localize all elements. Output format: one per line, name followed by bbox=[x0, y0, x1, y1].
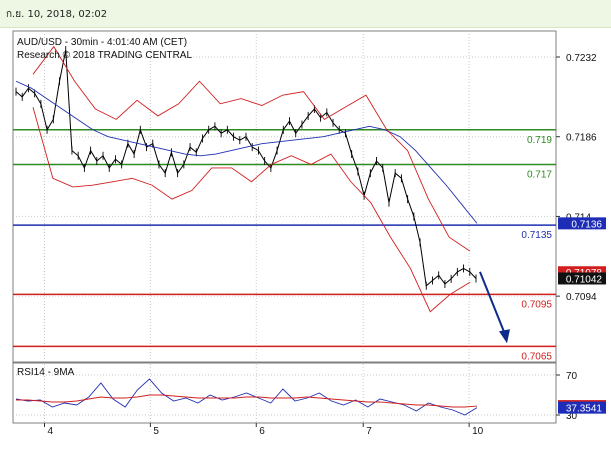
chart-title: AUD/USD - 30min - 4:01:40 AM (CET) bbox=[17, 37, 187, 48]
level-label: 0.717 bbox=[527, 169, 552, 180]
chart-subtitle: Research © 2018 TRADING CENTRAL bbox=[17, 50, 192, 61]
chart-info: AUD/USD - 30min - 4:01:40 AM (CET) Resea… bbox=[17, 37, 192, 378]
x-tick-label: 6 bbox=[259, 426, 265, 437]
price-badge: 0.71042 bbox=[566, 274, 603, 285]
grid bbox=[13, 31, 556, 423]
rsi-title: RSI14 - 9MA bbox=[17, 367, 75, 378]
price-badge: 0.7136 bbox=[571, 219, 602, 230]
rsi-badge-bg bbox=[558, 401, 606, 414]
rsi-layer bbox=[15, 378, 478, 416]
timestamp-bar: ก.ย. 10, 2018, 02:02 bbox=[0, 0, 611, 28]
rsi-plot-frame bbox=[12, 362, 557, 424]
rsi-y-tick-label: 30 bbox=[566, 411, 578, 422]
bollinger-lower-line bbox=[32, 107, 471, 313]
level-label: 0.7095 bbox=[521, 299, 552, 310]
price-line bbox=[15, 49, 477, 287]
forecast-arrow-line bbox=[479, 271, 508, 340]
price-badge-bg bbox=[558, 272, 606, 285]
x-tick-label: 7 bbox=[366, 426, 372, 437]
level-lines: 0.719 0.717 0.7135 0.7095 0.7065 bbox=[13, 129, 556, 362]
bollinger-upper-line bbox=[32, 45, 471, 252]
timestamp: ก.ย. 10, 2018, 02:02 bbox=[6, 9, 108, 20]
9MA-line bbox=[16, 394, 478, 408]
moving-average-line bbox=[15, 80, 478, 224]
x-axis-labels: 4 5 6 7 10 bbox=[43, 423, 484, 437]
x-tick-label: 4 bbox=[47, 426, 53, 437]
y-tick-label: 0.7232 bbox=[566, 53, 597, 64]
level-label: 0.7135 bbox=[521, 230, 552, 241]
rsi-badge: 37.3541 bbox=[566, 404, 603, 415]
y-tick-label: 0.7094 bbox=[566, 292, 597, 303]
main-plot-frame bbox=[12, 30, 557, 363]
x-tick-label: 10 bbox=[472, 426, 484, 437]
series-layer bbox=[15, 45, 510, 344]
x-tick-label: 5 bbox=[153, 426, 159, 437]
forecast-arrowhead bbox=[499, 329, 510, 344]
level-label: 0.719 bbox=[527, 135, 552, 146]
rsi-y-tick-label: 70 bbox=[566, 371, 578, 382]
price-badge-bg bbox=[558, 217, 606, 230]
level-label: 0.7065 bbox=[521, 351, 552, 362]
y-tick-label: 0.7186 bbox=[566, 133, 597, 144]
